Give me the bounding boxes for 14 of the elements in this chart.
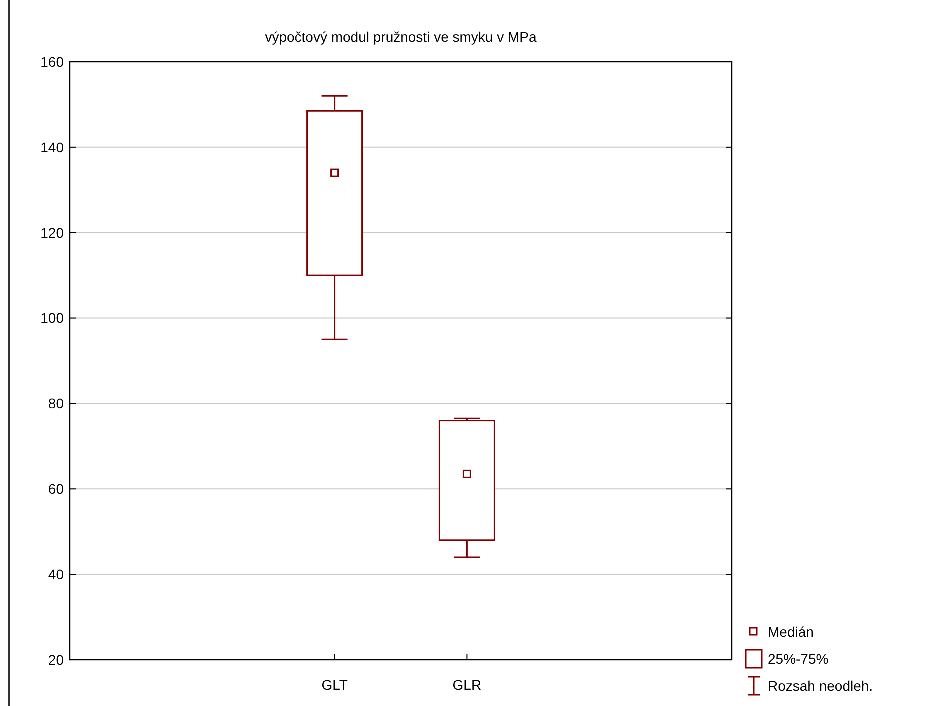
x-tick-label: GLT xyxy=(322,677,348,693)
y-tick-label: 120 xyxy=(40,224,64,241)
text: Medián xyxy=(768,624,814,640)
y-tick-label: 80 xyxy=(48,396,64,412)
y-tick-label: 20 xyxy=(48,652,64,668)
y-tick-label: 60 xyxy=(48,481,64,498)
y-tick-label: 40 xyxy=(48,566,64,582)
text: 25%-75% xyxy=(768,650,829,667)
x-tick-label: GLR xyxy=(452,677,482,693)
text: Rozsah neodleh. xyxy=(768,678,874,694)
y-tick-label: 160 xyxy=(40,54,64,70)
chart-title: výpočtový modul pružnosti ve smyku v MPa xyxy=(265,29,537,45)
y-tick-label: 100 xyxy=(40,310,64,326)
y-tick-label: 140 xyxy=(40,139,64,156)
